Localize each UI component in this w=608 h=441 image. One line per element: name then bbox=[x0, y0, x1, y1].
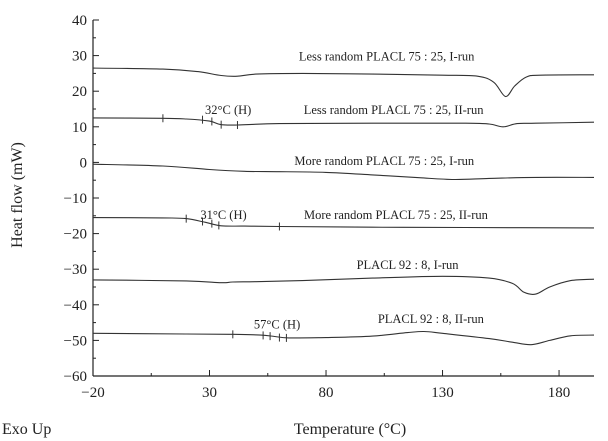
series-labels: Less random PLACL 75 : 25, I-run Less ran… bbox=[200, 49, 488, 331]
tg-annotation: 32°C (H) bbox=[205, 103, 251, 117]
series-label: PLACL 92 : 8, II-run bbox=[378, 312, 485, 326]
y-tick-label: −20 bbox=[64, 227, 87, 243]
y-tick-label: 0 bbox=[80, 155, 88, 171]
x-tick-label: 80 bbox=[319, 385, 334, 401]
series-line bbox=[92, 330, 595, 346]
y-tick-label: 10 bbox=[72, 120, 87, 136]
y-tick-label: 30 bbox=[72, 49, 87, 65]
tg-annotation: 31°C (H) bbox=[200, 208, 246, 222]
y-tick-label: −40 bbox=[64, 298, 87, 314]
y-axis-title: Heat flow (mW) bbox=[9, 142, 26, 248]
x-tick-label: 180 bbox=[548, 385, 571, 401]
y-tick-label: −30 bbox=[64, 262, 87, 278]
series-label: Less random PLACL 75 : 25, II-run bbox=[304, 103, 484, 117]
series-label: Less random PLACL 75 : 25, I-run bbox=[299, 49, 475, 63]
tg-annotation: 57°C (H) bbox=[254, 318, 300, 332]
series-line bbox=[92, 67, 595, 98]
curves bbox=[92, 67, 595, 346]
series-line bbox=[92, 217, 595, 229]
series-line bbox=[92, 117, 595, 128]
x-axis-title: Temperature (°C) bbox=[294, 421, 406, 438]
series-label: More random PLACL 75 : 25, I-run bbox=[294, 154, 474, 168]
series-line bbox=[92, 163, 595, 181]
series-label: More random PLACL 75 : 25, II-run bbox=[304, 208, 489, 222]
series-line bbox=[92, 275, 595, 296]
y-tick-label: −60 bbox=[64, 369, 87, 385]
x-tick-label: −20 bbox=[81, 385, 104, 401]
y-tick-label: 20 bbox=[72, 84, 87, 100]
x-tick-label: 130 bbox=[431, 385, 454, 401]
x-tick-label: 30 bbox=[202, 385, 217, 401]
transition-markers bbox=[162, 114, 287, 342]
y-tick-label: −10 bbox=[64, 191, 87, 207]
exo-up-label: Exo Up bbox=[2, 421, 51, 438]
y-tick-label: 40 bbox=[72, 13, 87, 29]
y-tick-label: −50 bbox=[64, 333, 87, 349]
series-label: PLACL 92 : 8, I-run bbox=[357, 258, 460, 272]
